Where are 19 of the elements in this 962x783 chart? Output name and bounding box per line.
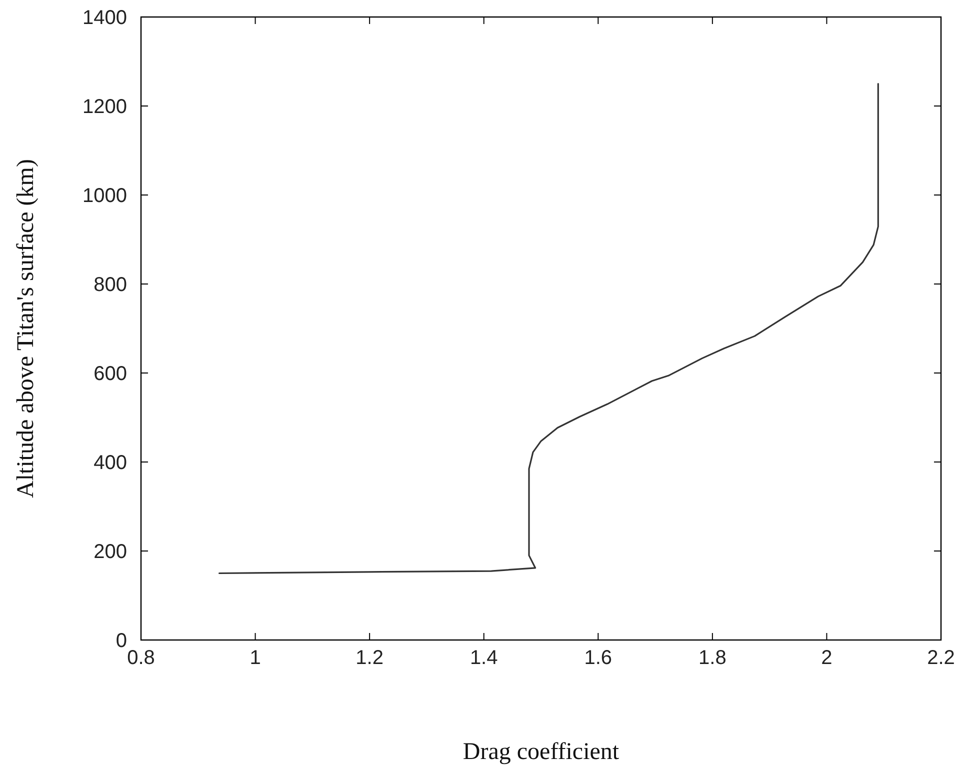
x-tick-label: 1	[250, 647, 261, 669]
x-tick-label: 1.2	[356, 647, 384, 669]
y-tick-label: 1000	[82, 185, 127, 207]
x-tick-label: 2.2	[927, 647, 955, 669]
x-tick-label: 0.8	[127, 647, 155, 669]
x-tick-label: 1.6	[584, 647, 612, 669]
y-tick-label: 800	[94, 274, 127, 296]
y-tick-label: 200	[94, 541, 127, 563]
y-tick-label: 400	[94, 452, 127, 474]
y-axis-title: Altitude above Titan's surface (km)	[13, 159, 39, 498]
x-tick-label: 2	[821, 647, 832, 669]
y-tick-label: 1400	[82, 7, 127, 29]
x-axis-title: Drag coefficient	[462, 739, 620, 765]
y-tick-label: 600	[94, 363, 127, 385]
y-tick-label: 0	[116, 630, 127, 652]
line-series	[218, 82, 879, 574]
x-tick-label: 1.8	[698, 647, 726, 669]
y-tick-label: 1200	[82, 96, 127, 118]
x-tick-label: 1.4	[470, 647, 498, 669]
